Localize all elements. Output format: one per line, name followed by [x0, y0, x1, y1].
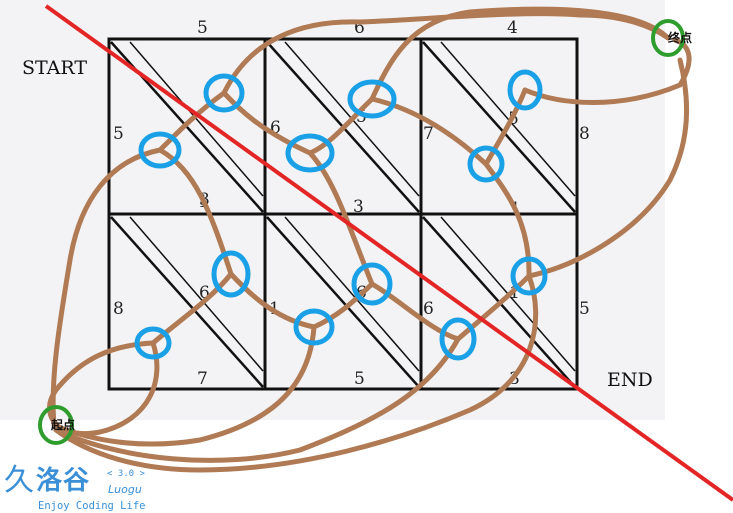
dual-edge — [228, 271, 317, 330]
dual-edge — [311, 281, 375, 330]
end-label: END — [607, 369, 653, 391]
dual-node — [507, 69, 543, 111]
diagonal-r2c2 — [266, 216, 420, 388]
weight-row2-diagonal-1: 6 — [199, 283, 210, 303]
dual-node — [351, 262, 393, 306]
dual-node — [285, 133, 335, 173]
diagonal-r1c1-b — [129, 41, 264, 197]
dual-node — [439, 317, 477, 361]
dual-node — [347, 79, 397, 119]
dual-edge — [455, 273, 532, 342]
weight-row1-vertical-4: 8 — [579, 124, 590, 144]
weight-row1-vertical-2: 6 — [270, 118, 281, 138]
dual-edge — [53, 336, 461, 463]
luogu-slogan: Enjoy Coding Life — [38, 500, 146, 512]
dual-node — [293, 308, 335, 346]
diagonal-r2c1-b — [129, 216, 264, 372]
weight-row2-vertical-4: 5 — [579, 299, 590, 319]
dual-node — [510, 256, 548, 296]
diagonal-r1c3 — [422, 41, 576, 213]
dual-edge — [50, 147, 163, 427]
dual-edge — [221, 90, 313, 156]
grid — [107, 37, 579, 391]
dual-edge — [369, 6, 671, 102]
dual-edge — [526, 57, 690, 279]
luogu-logo: 久 洛谷 < 3.0 > Luogu Enjoy Coding Life — [2, 463, 162, 513]
goal-node: 终点 — [651, 19, 692, 57]
dual-node — [467, 145, 505, 183]
goal-node-ring — [651, 19, 685, 57]
origin-badge: 起点 — [50, 417, 75, 432]
diagonal-r1c3-b — [440, 41, 576, 197]
dual-edge — [369, 96, 489, 167]
weight-row1-vertical-1: 5 — [113, 124, 124, 144]
dual-edge — [157, 90, 227, 153]
origin-node: 起点 — [38, 405, 75, 445]
dual-node — [134, 326, 172, 360]
dual-edge — [522, 37, 692, 105]
weight-middle-2: 3 — [353, 197, 364, 217]
weight-row2-vertical-3: 6 — [423, 299, 434, 319]
origin-node-ring — [38, 405, 74, 445]
dual-edge — [483, 87, 528, 167]
grid-diagonals — [110, 41, 576, 388]
weight-top-2: 6 — [354, 18, 365, 38]
cut-line — [44, 4, 733, 502]
dual-edge — [53, 324, 317, 447]
luogu-name: 洛谷 — [36, 466, 91, 496]
luogu-version: < 3.0 > — [107, 469, 145, 479]
weight-top-1: 5 — [197, 18, 208, 38]
dual-edge — [47, 340, 156, 427]
weight-row1-diagonal-2: 5 — [356, 107, 367, 127]
weight-top-3: 4 — [507, 18, 518, 38]
start-label: START — [22, 57, 87, 79]
diagonal-r2c1 — [110, 216, 264, 388]
dual-edge — [150, 271, 234, 346]
dual-graph-nodes — [134, 69, 548, 361]
diagonal-r2c2-b — [284, 216, 420, 372]
dual-node — [211, 250, 251, 298]
luogu-mark-icon: 久 — [4, 463, 34, 498]
luogu-latin-name: Luogu — [108, 483, 142, 496]
dual-node — [138, 131, 182, 169]
weight-bottom-1: 7 — [197, 369, 208, 389]
goal-badge: 终点 — [668, 30, 692, 45]
dual-edge — [369, 281, 461, 342]
weight-row2-vertical-1: 8 — [113, 299, 124, 319]
weight-bottom-2: 5 — [354, 369, 365, 389]
dual-node — [203, 73, 245, 113]
weight-row1-vertical-3: 7 — [423, 124, 434, 144]
dual-edge — [307, 96, 375, 156]
